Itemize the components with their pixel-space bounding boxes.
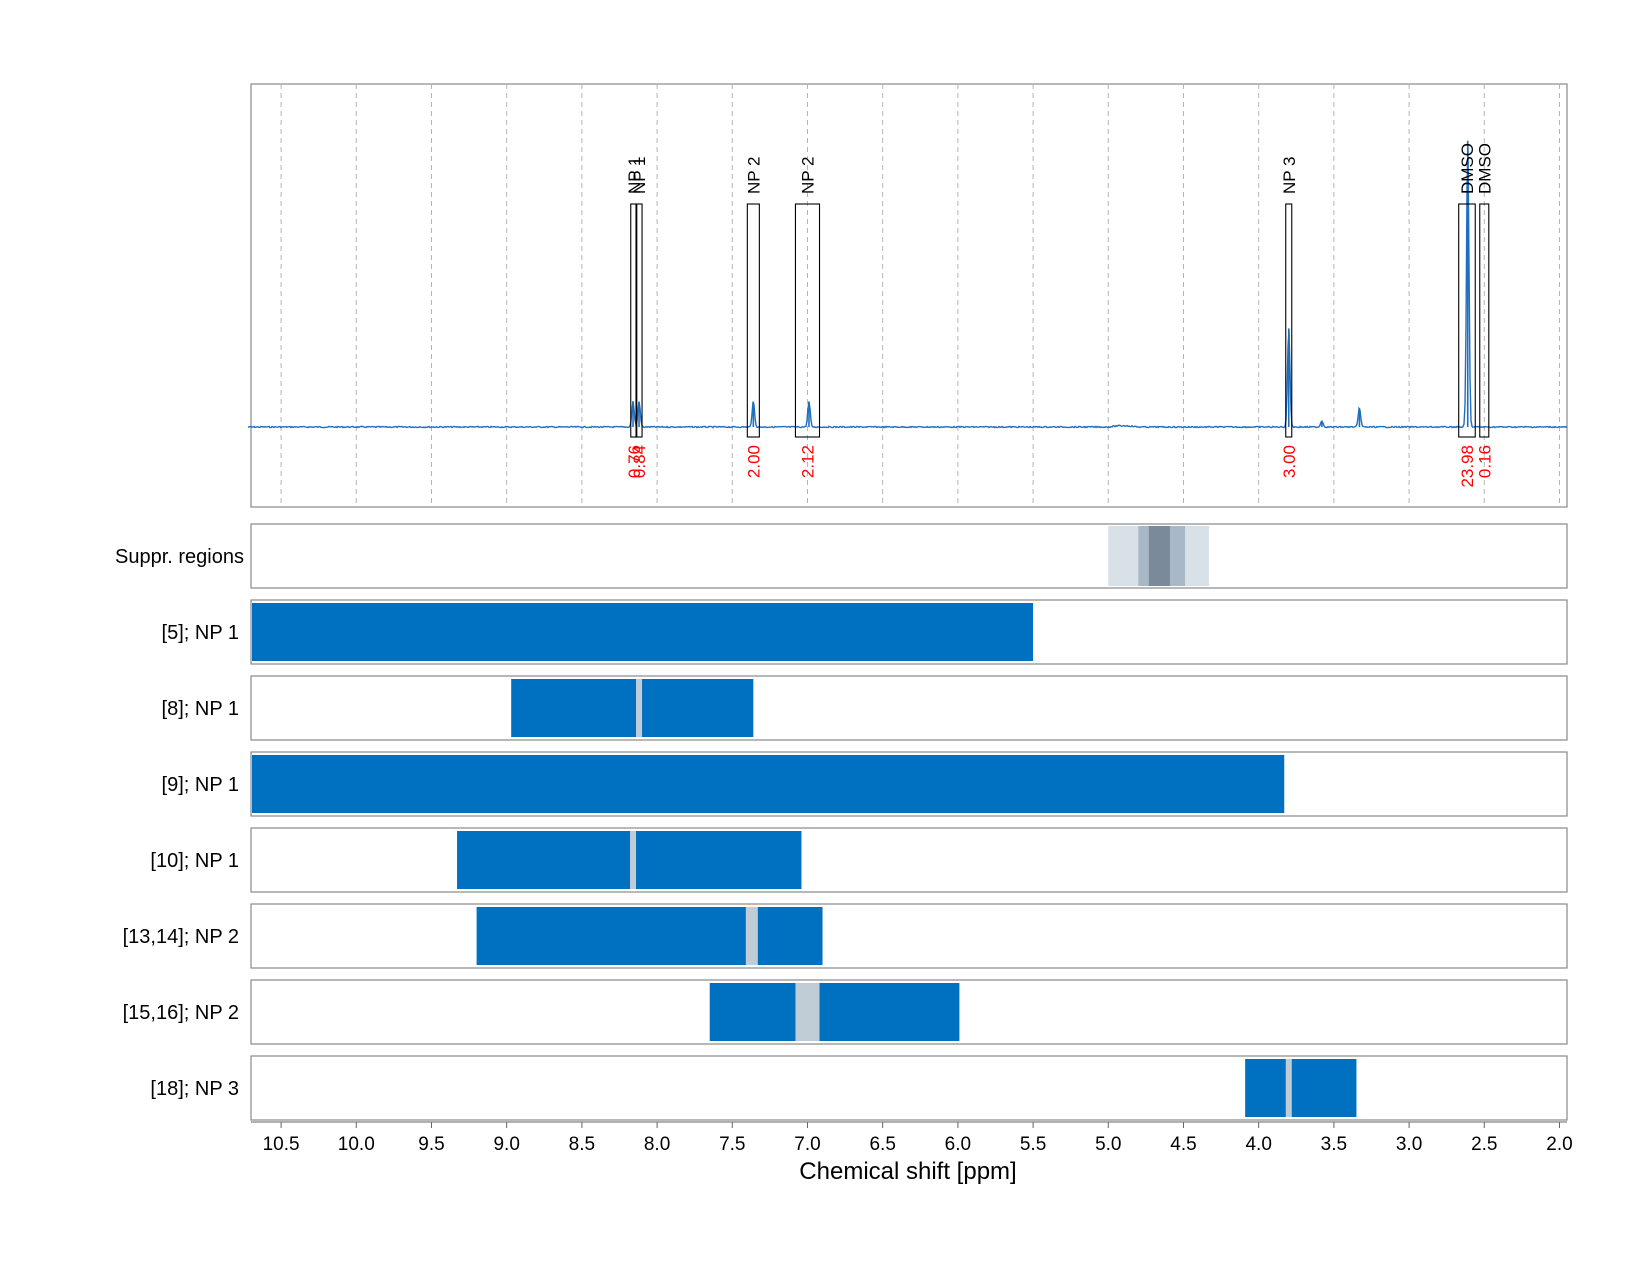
region-track-label-3: [10]; NP 1 bbox=[150, 850, 239, 872]
region-bar-6 bbox=[1245, 1059, 1357, 1117]
region-bar-4 bbox=[476, 907, 823, 965]
x-tick-label-11: 5.0 bbox=[1095, 1134, 1121, 1155]
region-bar-5 bbox=[709, 983, 960, 1041]
annotation-integral-1: 0.84 bbox=[630, 445, 649, 478]
region-track-label-6: [18]; NP 3 bbox=[150, 1078, 239, 1100]
annotation-box-6 bbox=[1479, 203, 1490, 438]
x-tick-label-10: 5.5 bbox=[1020, 1134, 1046, 1155]
annotation-label-6: DMSO bbox=[1475, 143, 1494, 194]
region-track-label-2: [9]; NP 1 bbox=[162, 774, 239, 796]
x-tick-label-17: 2.0 bbox=[1546, 1134, 1572, 1155]
spectrum-panel: NP 1 0.76 NP 1 0.84 NP 2 2.00 NP 2 2.12 NP 3 3.00… bbox=[247, 83, 1568, 508]
x-tick-label-6: 7.5 bbox=[719, 1134, 745, 1155]
region-bar-0 bbox=[252, 603, 1034, 661]
region-center-marker-4 bbox=[745, 907, 758, 965]
annotation-integral-5: 23.98 bbox=[1458, 445, 1477, 488]
x-tick-label-12: 4.5 bbox=[1170, 1134, 1196, 1155]
x-tick-label-15: 3.0 bbox=[1396, 1134, 1422, 1155]
annotation-box-2 bbox=[746, 203, 760, 438]
annotation-integral-4: 3.00 bbox=[1280, 445, 1299, 478]
region-center-marker-1 bbox=[636, 679, 643, 737]
spectrum-trace bbox=[247, 147, 1568, 429]
region-track-frame-4 bbox=[250, 903, 1568, 969]
annotation-box-0 bbox=[630, 203, 638, 438]
region-track-frame-3 bbox=[250, 827, 1568, 893]
annotation-integral-0: 0.76 bbox=[625, 445, 644, 478]
x-tick-label-7: 7.0 bbox=[794, 1134, 820, 1155]
annotation-label-5: DMSO bbox=[1458, 143, 1477, 194]
region-track-label-4: [13,14]; NP 2 bbox=[123, 926, 239, 948]
region-track-frame-1 bbox=[250, 675, 1568, 741]
annotation-integral-2: 2.00 bbox=[744, 445, 763, 478]
region-center-marker-6 bbox=[1285, 1059, 1292, 1117]
x-tick-label-4: 8.5 bbox=[569, 1134, 595, 1155]
annotation-label-1: NP 1 bbox=[630, 157, 649, 195]
region-bar-2 bbox=[252, 755, 1285, 813]
x-tick-label-3: 9.0 bbox=[493, 1134, 519, 1155]
annotation-label-0: NP 1 bbox=[625, 157, 644, 195]
x-tick-label-14: 3.5 bbox=[1321, 1134, 1347, 1155]
annotation-box-5 bbox=[1458, 203, 1476, 438]
region-center-marker-3 bbox=[630, 831, 637, 889]
x-axis: 10.5 10.0 9.5 9.0 8.5 8.0 7.5 7.0 6.5 6.0 5.5 5.0 4.… bbox=[251, 1121, 1573, 1155]
x-tick-label-0: 10.5 bbox=[263, 1134, 300, 1155]
x-tick-label-5: 8.0 bbox=[644, 1134, 670, 1155]
x-tick-label-16: 2.5 bbox=[1471, 1134, 1497, 1155]
annotation-integral-3: 2.12 bbox=[798, 445, 817, 478]
annotation-label-2: NP 2 bbox=[744, 157, 763, 195]
region-tracks-panel: Suppr. regions [5]; NP 1 [8]; NP 1 [9]; NP … bbox=[115, 523, 1568, 1121]
annotation-box-4 bbox=[1285, 203, 1293, 438]
x-tick-label-2: 9.5 bbox=[418, 1134, 444, 1155]
region-bar-1 bbox=[511, 679, 754, 737]
region-track-label-0: [5]; NP 1 bbox=[162, 622, 239, 644]
annotation-box-1 bbox=[635, 203, 643, 438]
x-tick-label-8: 6.5 bbox=[869, 1134, 895, 1155]
spectrum-frame bbox=[250, 83, 1568, 508]
annotation-integral-6: 0.16 bbox=[1475, 445, 1494, 478]
region-track-label-1: [8]; NP 1 bbox=[162, 698, 239, 720]
suppr-band-2 bbox=[1148, 526, 1170, 586]
region-track-frame-6 bbox=[250, 1055, 1568, 1121]
annotation-label-4: NP 3 bbox=[1280, 157, 1299, 195]
x-tick-label-1: 10.0 bbox=[338, 1134, 375, 1155]
suppr-track-label: Suppr. regions bbox=[115, 546, 244, 568]
x-tick-label-9: 6.0 bbox=[945, 1134, 971, 1155]
x-axis-label: Chemical shift [ppm] bbox=[799, 1158, 1016, 1185]
suppr-track-frame bbox=[250, 523, 1568, 589]
x-tick-label-13: 4.0 bbox=[1245, 1134, 1271, 1155]
region-track-label-5: [15,16]; NP 2 bbox=[123, 1002, 239, 1024]
region-center-marker-5 bbox=[795, 983, 820, 1041]
annotation-label-3: NP 2 bbox=[798, 157, 817, 195]
region-bar-3 bbox=[457, 831, 802, 889]
annotation-box-3 bbox=[794, 203, 821, 438]
